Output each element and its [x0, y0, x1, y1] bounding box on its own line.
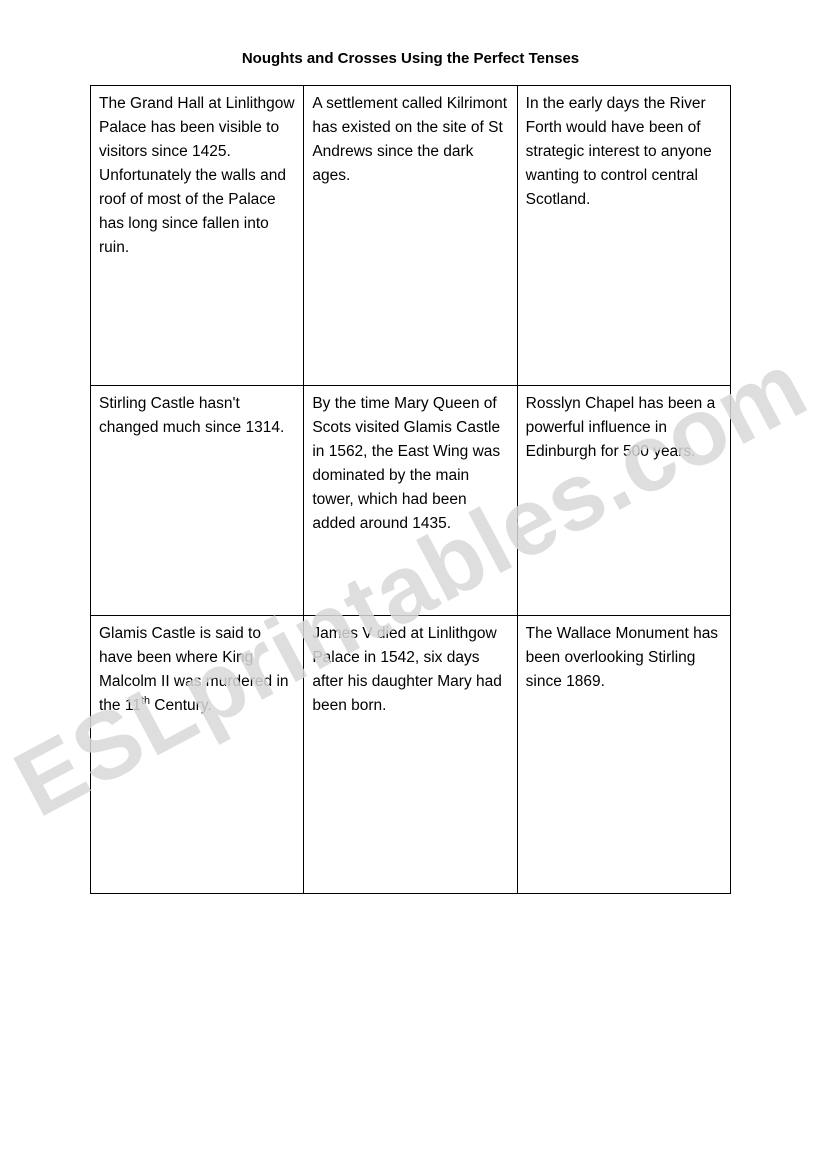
grid-cell: A settlement called Kilrimont has existe…: [304, 86, 517, 386]
table-row: The Grand Hall at Linlithgow Palace has …: [91, 86, 731, 386]
page-title: Noughts and Crosses Using the Perfect Te…: [90, 50, 731, 67]
grid-cell: The Grand Hall at Linlithgow Palace has …: [91, 86, 304, 386]
table-row: Stirling Castle hasn't changed much sinc…: [91, 386, 731, 616]
noughts-crosses-grid: The Grand Hall at Linlithgow Palace has …: [90, 85, 731, 894]
grid-cell: Glamis Castle is said to have been where…: [91, 616, 304, 894]
grid-cell: Rosslyn Chapel has been a powerful influ…: [517, 386, 730, 616]
grid-cell: James V died at Linlithgow Palace in 154…: [304, 616, 517, 894]
table-row: Glamis Castle is said to have been where…: [91, 616, 731, 894]
grid-cell: The Wallace Monument has been overlookin…: [517, 616, 730, 894]
grid-cell: By the time Mary Queen of Scots visited …: [304, 386, 517, 616]
grid-cell: In the early days the River Forth would …: [517, 86, 730, 386]
grid-cell: Stirling Castle hasn't changed much sinc…: [91, 386, 304, 616]
worksheet-page: Noughts and Crosses Using the Perfect Te…: [0, 0, 821, 894]
